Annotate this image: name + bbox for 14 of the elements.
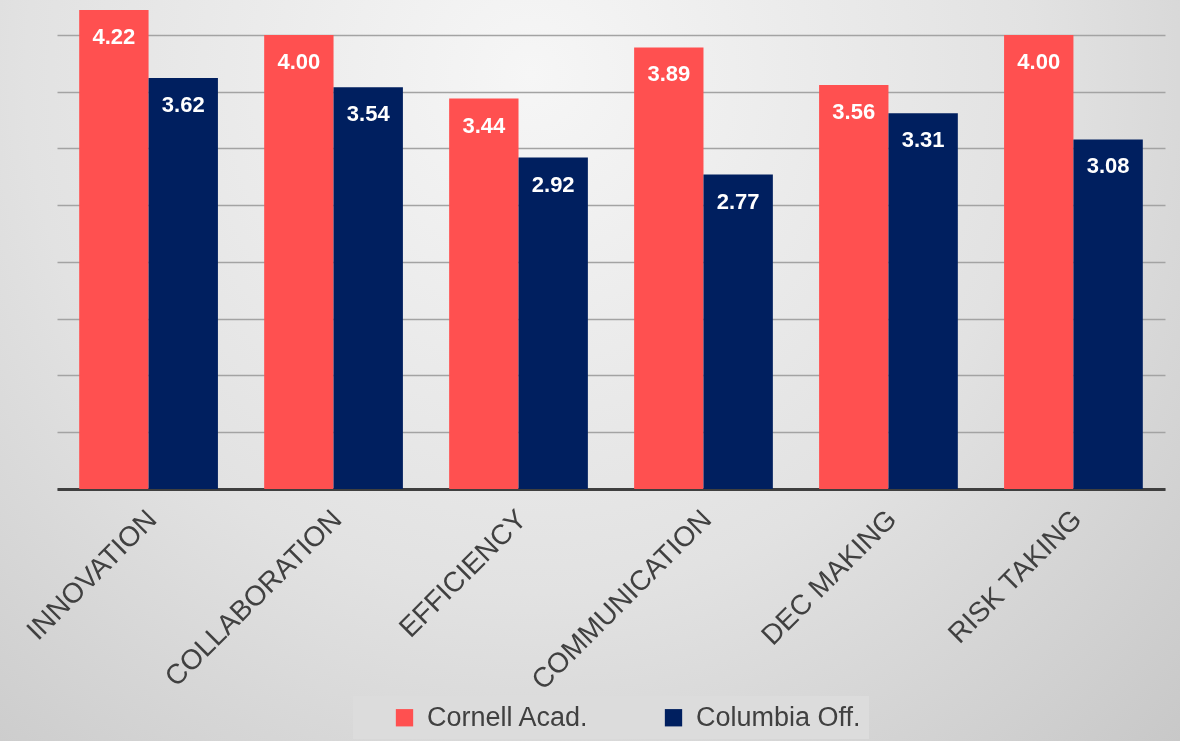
data-label: 3.56 <box>832 98 876 124</box>
data-label: 3.44 <box>462 112 506 138</box>
data-label: 3.54 <box>346 101 391 127</box>
data-label: 4.00 <box>277 48 321 74</box>
data-label: 2.77 <box>716 188 760 214</box>
data-label: 3.08 <box>1086 153 1130 179</box>
data-label: 3.31 <box>901 127 945 153</box>
data-label: 2.92 <box>531 171 575 197</box>
legend-label: Columbia Off. <box>696 701 861 732</box>
data-label: 4.00 <box>1017 48 1061 74</box>
legend-label: Cornell Acad. <box>427 701 588 732</box>
data-label: 3.89 <box>647 61 691 87</box>
data-label: 4.22 <box>92 24 136 49</box>
data-label: 3.62 <box>161 92 205 118</box>
